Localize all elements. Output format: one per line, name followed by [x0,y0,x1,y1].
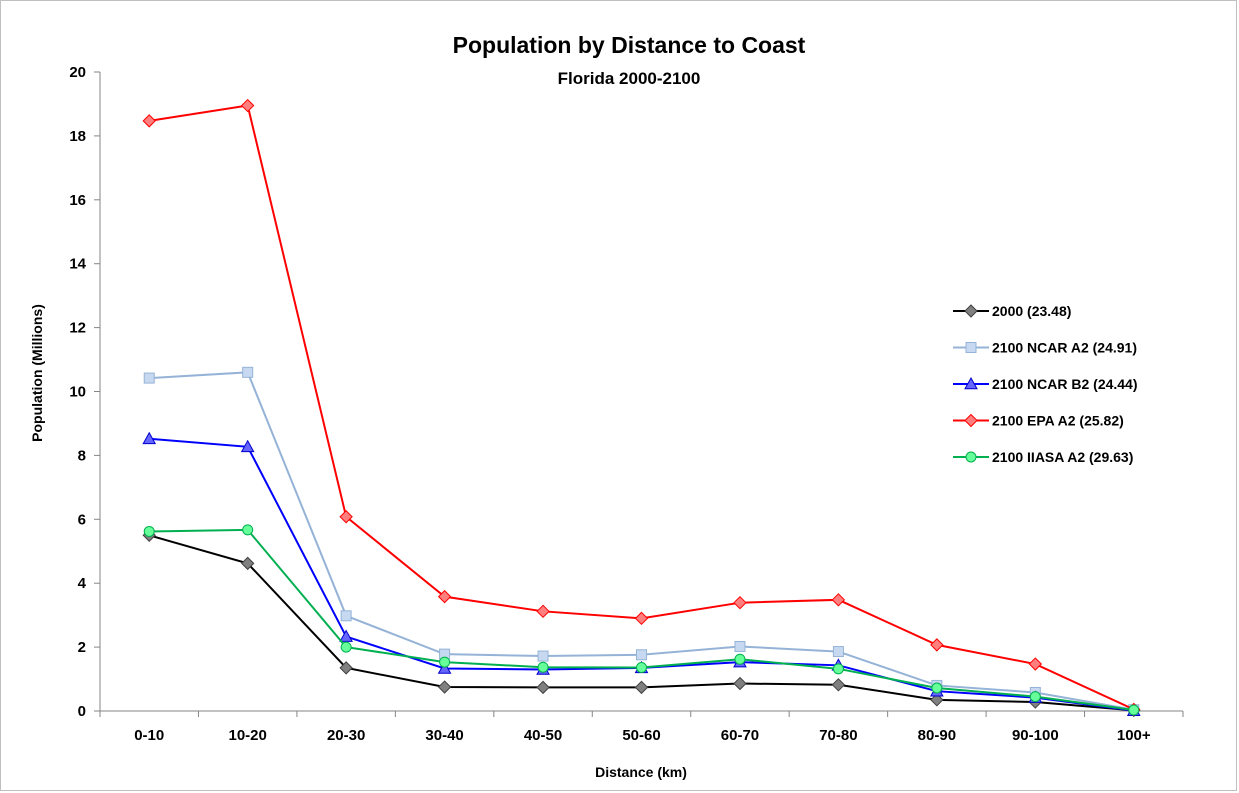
y-tick-label: 12 [69,320,86,337]
data-point [1128,704,1140,716]
legend-swatch-marker [964,376,978,390]
chart-subtitle: Florida 2000-2100 [558,69,701,88]
legend-label: 2100 IIASA A2 (29.63) [992,449,1133,465]
x-tick-label: 10-20 [228,727,266,744]
chart-title: Population by Distance to Coast [453,32,806,58]
data-point [733,595,747,610]
data-point [930,638,944,652]
data-point [734,653,746,665]
y-tick-label: 2 [78,639,86,656]
data-point [1028,657,1043,671]
x-tick-label: 60-70 [721,727,759,744]
data-point [340,610,352,622]
legend-item-3: 2100 NCAR B2 (24.44) [953,376,1138,392]
data-point [142,431,157,445]
data-point [832,663,844,675]
data-point [636,662,647,674]
data-point [339,629,353,642]
legend-swatch-marker [964,304,978,318]
y-tick-label: 16 [69,192,86,209]
data-point [240,98,255,113]
data-point [142,114,156,128]
series-1 [142,528,1141,718]
data-point [537,650,549,662]
data-point [636,649,647,661]
data-point [240,439,255,453]
legend: 2000 (23.48) 2100 NCAR A2 (24.91) 2100 NCA… [953,303,1138,465]
x-tick-label: 30-40 [425,727,463,744]
data-point [1029,691,1041,703]
y-tick-label: 6 [78,511,86,528]
y-tick-label: 10 [69,384,86,401]
series-layer [142,98,1141,718]
legend-item-1: 2000 (23.48) [953,303,1071,319]
legend-label: 2100 NCAR A2 (24.91) [992,340,1137,356]
data-point [634,680,649,695]
data-point [734,640,746,652]
data-point [143,525,155,537]
data-point [832,646,844,658]
data-point [831,678,846,692]
x-tick-label: 0-10 [134,727,164,744]
data-point [339,510,353,524]
y-tick-label: 4 [78,575,87,592]
x-axis-label: Distance (km) [595,764,687,780]
data-point [437,680,452,694]
y-tick-label: 18 [69,128,86,145]
legend-item-5: 2100 IIASA A2 (29.63) [953,449,1133,465]
data-point [733,676,747,691]
data-point [930,693,944,707]
series-5 [143,524,1140,716]
y-tick-label: 20 [69,64,86,81]
series-4 [142,98,1141,717]
data-point [437,589,452,604]
data-point [931,682,943,694]
data-point [831,593,846,607]
data-point [437,661,452,674]
data-point [340,641,352,653]
x-tick-label: 70-80 [819,727,857,744]
data-point [537,661,549,673]
x-tick-label: 90-100 [1012,727,1059,744]
legend-swatch-marker [965,342,977,353]
legend-label: 2100 EPA A2 (25.82) [992,413,1124,429]
x-tick-label: 40-50 [524,727,562,744]
data-point [240,556,255,571]
legend-swatch-marker [965,451,977,463]
data-point [143,372,155,384]
legend-item-2: 2100 NCAR A2 (24.91) [953,340,1137,356]
data-point [439,656,451,668]
series-3 [142,431,1141,716]
axes: 0 2 4 6 8 10 12 14 16 18 20 0-10 10-20 20-30 30-40 40-5… [69,64,1184,744]
legend-label: 2100 NCAR B2 (24.44) [992,376,1138,392]
data-point [242,366,254,378]
legend-swatch-marker [964,413,978,428]
x-tick-label: 20-30 [327,727,365,744]
y-tick-label: 14 [69,256,86,273]
x-tick-label: 100+ [1117,727,1151,744]
data-point [242,524,254,536]
y-axis-label: Population (Millions) [29,304,45,442]
data-point [339,661,353,675]
x-tick-label: 50-60 [622,727,660,744]
data-point [634,611,649,626]
data-point [536,604,550,619]
data-point [536,680,550,695]
legend-label: 2000 (23.48) [992,303,1071,319]
y-tick-label: 0 [78,703,86,720]
y-tick-label: 8 [78,447,86,464]
legend-item-4: 2100 EPA A2 (25.82) [953,413,1124,429]
x-tick-label: 80-90 [918,727,956,744]
